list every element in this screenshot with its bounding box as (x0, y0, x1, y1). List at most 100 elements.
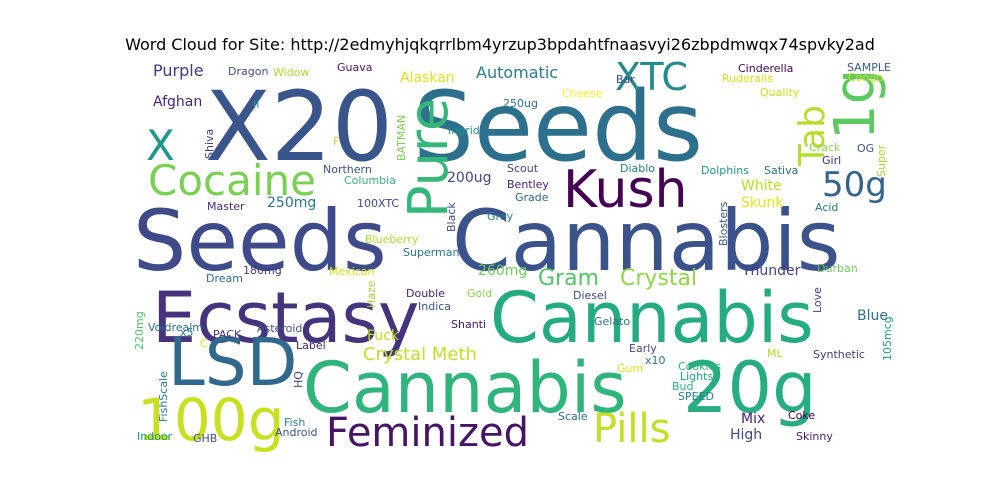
word-speed: SPEED (678, 390, 714, 403)
word-voidrealm: Voidrealm (148, 321, 203, 334)
word-indoor: Indoor (137, 430, 173, 443)
word-northern: Northern (323, 163, 372, 176)
word-x10: x10 (645, 354, 666, 367)
word-seeds: Seeds (413, 71, 703, 183)
word-superman: Superman (403, 246, 459, 259)
word-fish: Fish (284, 416, 305, 429)
word-kush: Kush (563, 160, 688, 220)
word-shiva: Shiva (203, 129, 216, 159)
word-label: Label (296, 339, 326, 352)
word-200ug: 200ug (447, 170, 491, 186)
word-shanti: Shanti (451, 318, 486, 331)
word-bentley: Bentley (507, 178, 549, 191)
word-hq: HQ (292, 371, 305, 388)
word-skinny: Skinny (796, 430, 833, 443)
word-ecstasy: Ecstasy (152, 277, 419, 359)
word-220mg: 220mg (133, 311, 146, 350)
word-dragon: Dragon (228, 65, 268, 78)
word-fuck: Fuck (367, 328, 400, 344)
word-high: High (730, 427, 762, 443)
word-xtc: XTC (615, 55, 688, 99)
word-cookies: Cookies (678, 360, 721, 373)
word-purple: Purple (153, 61, 204, 80)
word-bud: Bud (672, 380, 694, 393)
word-crystal-meth: Crystal Meth (363, 344, 477, 365)
word-gram: Gram (538, 266, 599, 291)
word-automatic: Automatic (476, 63, 558, 82)
word-ruderalis: Ruderalis (722, 72, 773, 85)
word-durban: Durban (817, 262, 858, 275)
word-50g: 50g (822, 165, 887, 205)
word-ii: II (253, 98, 260, 111)
word-x: X (146, 121, 175, 170)
word-gum: Gum (617, 362, 643, 375)
word-feminized: Feminized (326, 410, 529, 456)
word-crystal: Crystal (620, 266, 697, 291)
word-coke: Coke (788, 409, 815, 422)
word-early: Early (629, 342, 657, 355)
word-tab: Tab (792, 105, 833, 167)
word-crack: Crack (809, 141, 841, 154)
word-ghb: GHB (193, 432, 217, 445)
word-mix: Mix (741, 411, 765, 427)
word-ml: ML (767, 347, 783, 360)
word-cinderella: Cinderella (738, 62, 793, 75)
word-fishscale: FishScale (157, 371, 170, 422)
word-double: Double (406, 287, 445, 300)
word-white: White (741, 178, 782, 194)
word-250ug: 250ug (503, 97, 538, 110)
word-thunder: Thunder (741, 263, 801, 279)
word-100g: 100g (137, 386, 285, 454)
word-260mg: 260mg (478, 263, 527, 279)
word-skunk: Skunk (741, 195, 784, 211)
word-blosters: Blosters (717, 201, 730, 246)
word-x20: X20 (205, 71, 393, 183)
word-lsd: LSD (168, 324, 298, 401)
word-cannabis: Cannabis (452, 192, 841, 290)
word-c: C (200, 337, 208, 350)
word-20g: 20g (683, 347, 817, 429)
word-f: F (333, 135, 339, 148)
word-blue: Blue (857, 308, 888, 324)
word-105mcg: 105mcg (881, 316, 894, 361)
word-lights: Lights (680, 370, 713, 383)
word-cannabis: Cannabis (303, 347, 627, 429)
word-blueberry: Blueberry (365, 233, 419, 246)
word-acid: Acid (815, 201, 838, 214)
word-pills: Pills (593, 406, 670, 452)
word-cannabis: Cannabis (490, 277, 814, 359)
chart-title: Word Cloud for Site: http://2edmyhjqkqrr… (125, 35, 875, 54)
word-180mg: 180mg (243, 264, 282, 277)
word-ingrid: Ingrid (448, 124, 480, 137)
word-android: Android (275, 426, 318, 439)
word-grey: Grey (487, 210, 514, 223)
word-pure: Pure (397, 98, 460, 218)
word-haze: Haze (365, 280, 378, 308)
word-black: Black (445, 202, 458, 232)
word-columbia: Columbia (344, 174, 396, 187)
word-scout: Scout (507, 162, 539, 175)
word-sativa: Sativa (764, 164, 798, 177)
word-100xtc: 100XTC (357, 197, 399, 210)
word-afghan: Afghan (153, 94, 202, 110)
word-master: Master (207, 200, 245, 213)
word-scale: Scale (558, 410, 588, 423)
word-bar: Bar (616, 73, 635, 86)
word-diesel: Diesel (573, 289, 607, 302)
word-grade: Grade (515, 191, 549, 204)
word-batman: BATMAN (395, 115, 408, 161)
word-super: Super (875, 144, 888, 177)
word-gelato: Gelato (594, 315, 630, 328)
word-pack: PACK (213, 328, 242, 341)
word-seeds: Seeds (133, 192, 387, 290)
word-guava: Guava (337, 61, 373, 74)
word-cheese: Cheese (562, 87, 603, 100)
word-love: Love (811, 287, 824, 313)
word-widow: Widow (273, 66, 309, 79)
word-asteroid: Asteroid (257, 322, 302, 335)
word-dolphins: Dolphins (701, 164, 749, 177)
word-250mg: 250mg (267, 195, 316, 211)
word-quality: Quality (760, 86, 800, 99)
